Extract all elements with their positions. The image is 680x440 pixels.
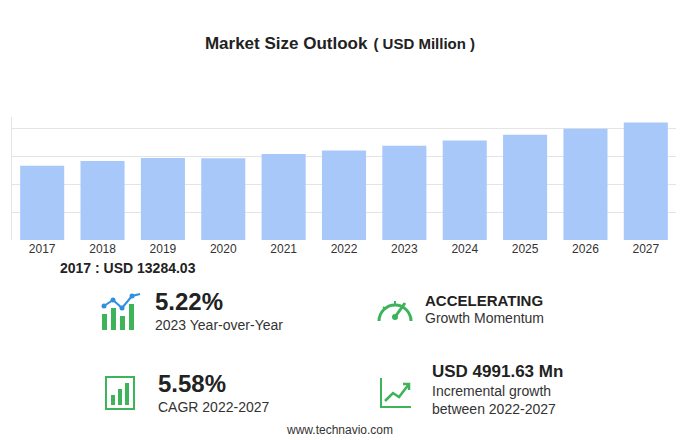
svg-text:2018: 2018 (89, 242, 116, 256)
svg-text:2024: 2024 (451, 242, 478, 256)
html-text:www.technavio.com: www.technavio.com (287, 423, 393, 437)
html-text:ACCELERATING: ACCELERATING (425, 292, 544, 309)
svg-text:2023: 2023 (391, 242, 418, 256)
html-text:5.58%: 5.58% (158, 370, 227, 397)
svg-text:2017: 2017 (29, 242, 56, 256)
html-text:2017 : USD 13284.03: 2017 : USD 13284.03 (60, 260, 196, 276)
html-text:2023 Year-over-Year: 2023 Year-over-Year (155, 317, 283, 333)
svg-text:2021: 2021 (270, 242, 297, 256)
svg-text:2019: 2019 (150, 242, 177, 256)
html-text:USD 4991.63 Mn: USD 4991.63 Mn (432, 362, 564, 381)
html-text:CAGR 2022-2027: CAGR 2022-2027 (158, 399, 270, 415)
svg-text:2026: 2026 (572, 242, 599, 256)
html-text:Market Size Outlook ( USD Mill: Market Size Outlook ( USD Million ) (204, 34, 476, 53)
svg-text:2025: 2025 (512, 242, 539, 256)
html-text:between 2022-2027: between 2022-2027 (432, 401, 556, 417)
svg-text:2020: 2020 (210, 242, 237, 256)
html-text:Growth Momentum: Growth Momentum (425, 310, 544, 326)
html-text:Incremental growth: Incremental growth (432, 383, 552, 399)
svg-text:2027: 2027 (632, 242, 659, 256)
html-text:5.22%: 5.22% (155, 288, 224, 315)
svg-text:2022: 2022 (331, 242, 358, 256)
